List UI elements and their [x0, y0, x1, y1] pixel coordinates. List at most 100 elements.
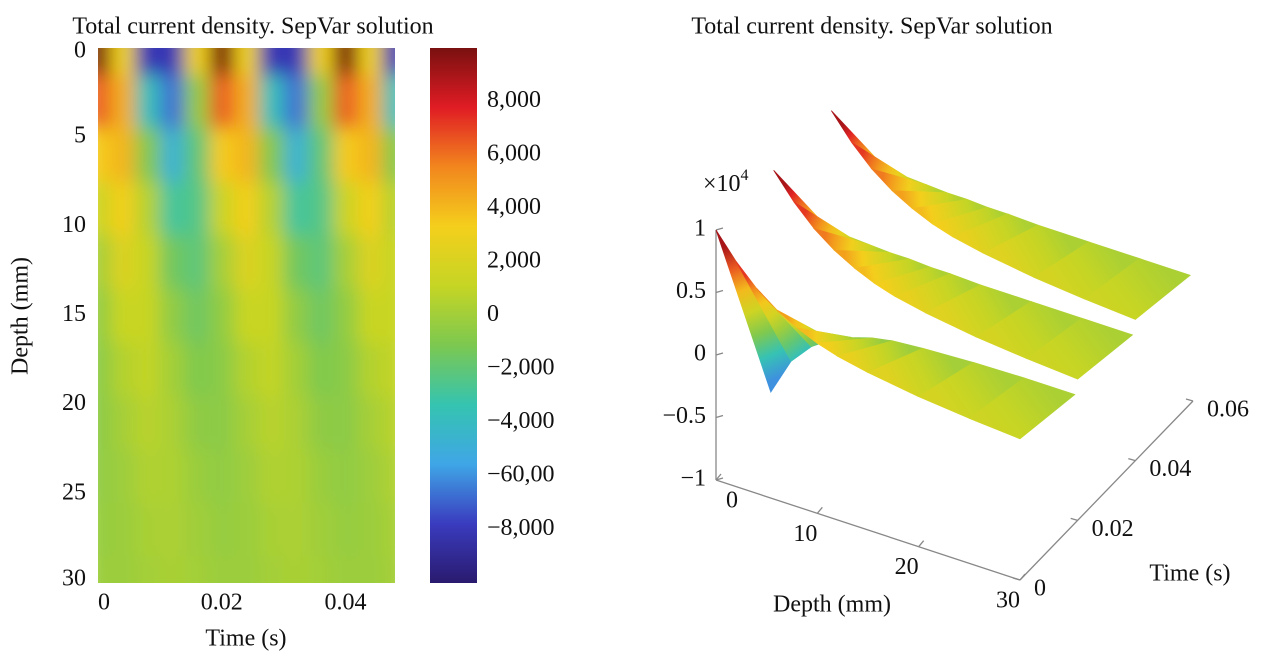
heatmap-cell — [98, 181, 111, 236]
z-tick — [715, 227, 724, 231]
surface-patch — [968, 377, 1076, 440]
colorbar-tick-label: 4,000 — [487, 194, 541, 220]
heatmap-cell — [382, 128, 395, 183]
colorbar-tick-label: 2,000 — [487, 248, 541, 274]
z-scale: ×104 — [703, 167, 749, 197]
x-tick-label: 0 — [726, 488, 738, 514]
z-scale-base: ×10 — [703, 171, 741, 197]
surface-patch — [1083, 258, 1191, 320]
chart-title: Total current density. SepVar solution — [72, 14, 433, 40]
x-axis-label: Depth (mm) — [773, 592, 891, 618]
heatmap-cell — [98, 449, 111, 504]
heatmap-cell — [357, 128, 384, 183]
heatmap — [98, 48, 395, 583]
heatmap-cell — [283, 395, 309, 450]
heatmap-cell — [283, 74, 309, 129]
heatmap-cell — [333, 342, 359, 397]
heatmap-cell — [283, 342, 309, 397]
heatmap-cell — [308, 502, 334, 557]
y-tick-label: 30 — [62, 566, 86, 592]
z-tick — [715, 414, 724, 419]
heatmap-cell — [135, 48, 161, 76]
heatmap-cell — [308, 128, 334, 183]
heatmap-cell — [98, 48, 111, 76]
heatmap-cell — [333, 181, 359, 236]
heatmap-cell — [382, 74, 395, 129]
heatmap-cell — [159, 342, 186, 397]
heatmap-cell — [110, 128, 136, 183]
heatmap-cell — [135, 502, 161, 557]
heatmap-cell — [135, 556, 161, 583]
heatmap-cell — [234, 128, 260, 183]
heatmap-cell — [209, 128, 235, 183]
heatmap-cell — [159, 395, 186, 450]
heatmap-cell — [258, 181, 285, 236]
heatmap-cell — [283, 235, 309, 290]
x-tick — [1019, 573, 1026, 581]
heatmap-cell — [184, 395, 210, 450]
heatmap-cell — [333, 502, 359, 557]
heatmap-cell — [382, 556, 395, 583]
heatmap-cell — [98, 288, 111, 343]
heatmap-cell — [98, 235, 111, 290]
heatmap-cell — [209, 235, 235, 290]
y-tick — [1185, 398, 1194, 402]
x-tick — [715, 473, 722, 481]
heatmap-cell — [382, 288, 395, 343]
heatmap-cell — [283, 181, 309, 236]
x-tick-label: 10 — [793, 521, 817, 547]
heatmap-cell — [234, 74, 260, 129]
heatmap-cell — [184, 449, 210, 504]
y-tick — [1128, 458, 1136, 462]
heatmap-cell — [110, 288, 136, 343]
heatmap-cell — [209, 556, 235, 583]
heatmap-cell — [258, 395, 285, 450]
heatmap-cell — [184, 235, 210, 290]
heatmap-cell — [135, 395, 161, 450]
heatmap-cell — [98, 128, 111, 183]
heatmap-cell — [184, 74, 210, 129]
heatmap-cell — [159, 235, 186, 290]
z-tick — [715, 352, 724, 356]
heatmap-cell — [283, 48, 309, 76]
heatmap-cell — [184, 288, 210, 343]
heatmap-cell — [308, 556, 334, 583]
heatmap-cell — [308, 449, 334, 504]
heatmap-cell — [98, 74, 111, 129]
heatmap-cell — [98, 556, 111, 583]
heatmap-cell — [357, 74, 384, 129]
heatmap-cell — [234, 181, 260, 236]
y-tick-label: 0.04 — [1149, 456, 1191, 482]
x-tick — [918, 540, 925, 548]
colorbar-tick-label: 6,000 — [487, 141, 541, 167]
heatmap-cell — [382, 181, 395, 236]
heatmap-cell — [209, 48, 235, 76]
heatmap-cell — [184, 556, 210, 583]
z-tick-label: 0 — [694, 341, 706, 367]
heatmap-cell — [110, 48, 136, 76]
surface-patch — [1026, 317, 1134, 380]
heatmap-cell — [283, 556, 309, 583]
heatmap-cell — [357, 48, 384, 76]
x-tick-label: 30 — [996, 588, 1020, 614]
heatmap-cell — [184, 128, 210, 183]
colorbar-tick-label: 0 — [487, 301, 499, 327]
heatmap-cell — [333, 556, 359, 583]
heatmap-cell — [382, 342, 395, 397]
heatmap-cell — [110, 556, 136, 583]
heatmap-cell — [308, 235, 334, 290]
heatmap-cell — [382, 48, 395, 76]
y-tick-label: 10 — [62, 212, 86, 238]
colorbar-tick-label: 8,000 — [487, 87, 541, 113]
heatmap-cell — [333, 449, 359, 504]
colorbar-tick-label: −4,000 — [487, 408, 555, 434]
z-tick — [715, 289, 724, 294]
heatmap-cell — [159, 48, 186, 76]
z-tick — [715, 477, 724, 481]
heatmap-cell — [382, 395, 395, 450]
heatmap-cell — [234, 502, 260, 557]
y-tick-label: 20 — [62, 390, 86, 416]
heatmap-cell — [184, 502, 210, 557]
heatmap-cell — [110, 235, 136, 290]
